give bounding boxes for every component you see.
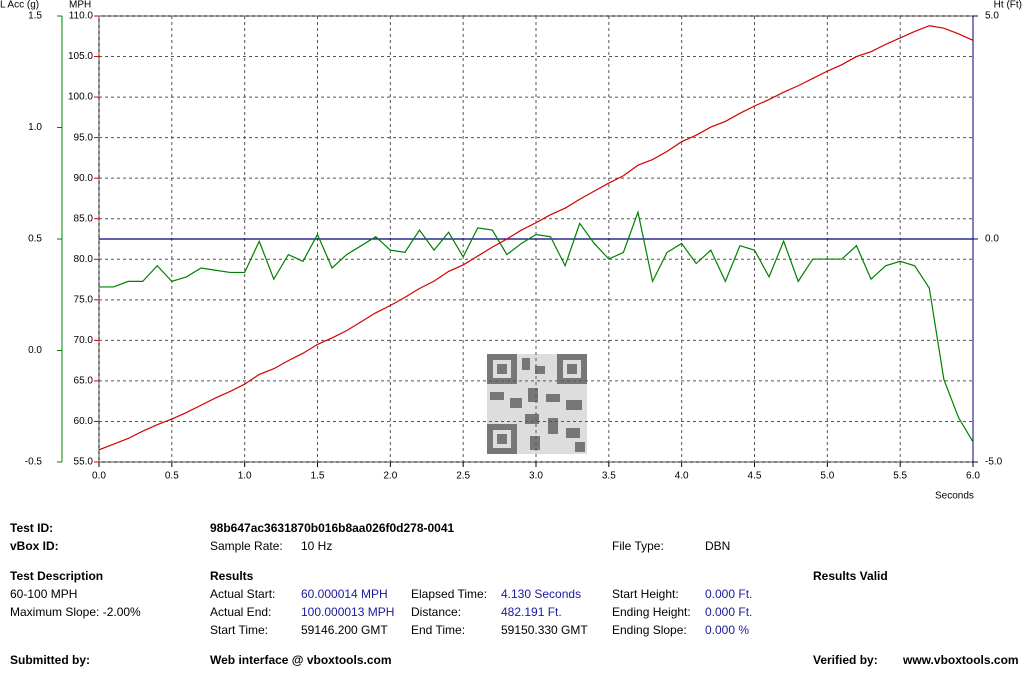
y-tick-label: 110.0 [69, 11, 94, 22]
value: 0.000 % [705, 623, 749, 637]
y-tick-label: 80.0 [74, 254, 94, 265]
text: www.vboxtools.com [902, 653, 1019, 667]
value: 482.191 Ft. [501, 605, 562, 619]
label: Elapsed Time: [411, 587, 487, 601]
x-tick-label: 2.0 [383, 471, 397, 482]
label: Test ID: [10, 521, 53, 535]
value: 10 Hz [301, 539, 332, 553]
label: Actual Start: [210, 587, 275, 601]
x-tick-label: 4.5 [748, 471, 762, 482]
value: 100.000013 MPH [301, 605, 394, 619]
x-axis-title: Seconds [935, 491, 974, 502]
y-tick-label: 55.0 [74, 457, 94, 468]
label: Actual End: [210, 605, 271, 619]
y-tick-label: 60.0 [74, 416, 94, 427]
heading: Results [210, 569, 254, 583]
x-tick-label: 5.5 [893, 471, 907, 482]
text: Web interface @ vboxtools.com [210, 653, 392, 667]
label: Ending Height: [612, 605, 691, 619]
value: 0.000 Ft. [705, 587, 752, 601]
x-tick-label: 0.0 [92, 471, 106, 482]
label: File Type: [612, 539, 664, 553]
x-tick-label: 1.5 [311, 471, 325, 482]
label: vBox ID: [10, 539, 59, 553]
value: 59146.200 GMT [301, 623, 388, 637]
label: Start Time: [210, 623, 268, 637]
label: Verified by: [813, 653, 878, 667]
axis-title: L Acc (g) [0, 0, 39, 11]
label: Ending Slope: [612, 623, 687, 637]
label: Sample Rate: [210, 539, 283, 553]
axis-title: Ht (Ft) [994, 0, 1022, 11]
value: 60.000014 MPH [301, 587, 388, 601]
qr-code [487, 354, 587, 454]
x-tick-label: 3.0 [529, 471, 543, 482]
x-tick-label: 4.0 [675, 471, 689, 482]
value: DBN [705, 539, 730, 553]
series-line [99, 210, 974, 443]
x-tick-label: 5.0 [820, 471, 834, 482]
axis-title: MPH [69, 0, 91, 11]
value: 59150.330 GMT [501, 623, 588, 637]
series-line [98, 25, 974, 451]
label: Submitted by: [10, 653, 90, 667]
y2-tick-label: -5.0 [985, 457, 1003, 468]
y3-tick-label: 0.5 [28, 234, 42, 245]
x-tick-label: 1.0 [238, 471, 252, 482]
status: Results Valid [813, 569, 888, 583]
y2-tick-label: 5.0 [985, 11, 999, 22]
y-tick-label: 85.0 [74, 213, 94, 224]
y3-tick-label: 0.0 [28, 345, 42, 356]
value: 98b647ac3631870b016b8aa026f0d278-0041 [210, 521, 455, 535]
x-tick-label: 6.0 [966, 471, 980, 482]
value: 0.000 Ft. [705, 605, 752, 619]
label: Distance: [411, 605, 461, 619]
y3-tick-label: 1.0 [28, 122, 42, 133]
y3-tick-label: -0.5 [25, 457, 43, 468]
label: End Time: [411, 623, 465, 637]
x-tick-label: 0.5 [165, 471, 179, 482]
y-tick-label: 65.0 [74, 376, 94, 387]
y-tick-label: 105.0 [68, 51, 93, 62]
y-tick-label: 100.0 [68, 92, 93, 103]
heading: Test Description [10, 569, 103, 583]
label: Start Height: [612, 587, 679, 601]
text: Maximum Slope: -2.00% [10, 605, 141, 619]
y-tick-label: 70.0 [74, 335, 94, 346]
y-tick-label: 95.0 [74, 132, 94, 143]
y2-tick-label: 0.0 [985, 234, 999, 245]
x-tick-label: 2.5 [456, 471, 470, 482]
y3-tick-label: 1.5 [28, 11, 42, 22]
y-tick-label: 90.0 [74, 173, 94, 184]
x-tick-label: 3.5 [602, 471, 616, 482]
text: 60-100 MPH [10, 587, 77, 601]
value: 4.130 Seconds [501, 587, 581, 601]
y-tick-label: 75.0 [74, 294, 94, 305]
